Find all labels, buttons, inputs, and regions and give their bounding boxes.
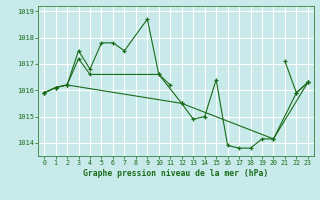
X-axis label: Graphe pression niveau de la mer (hPa): Graphe pression niveau de la mer (hPa) — [84, 169, 268, 178]
